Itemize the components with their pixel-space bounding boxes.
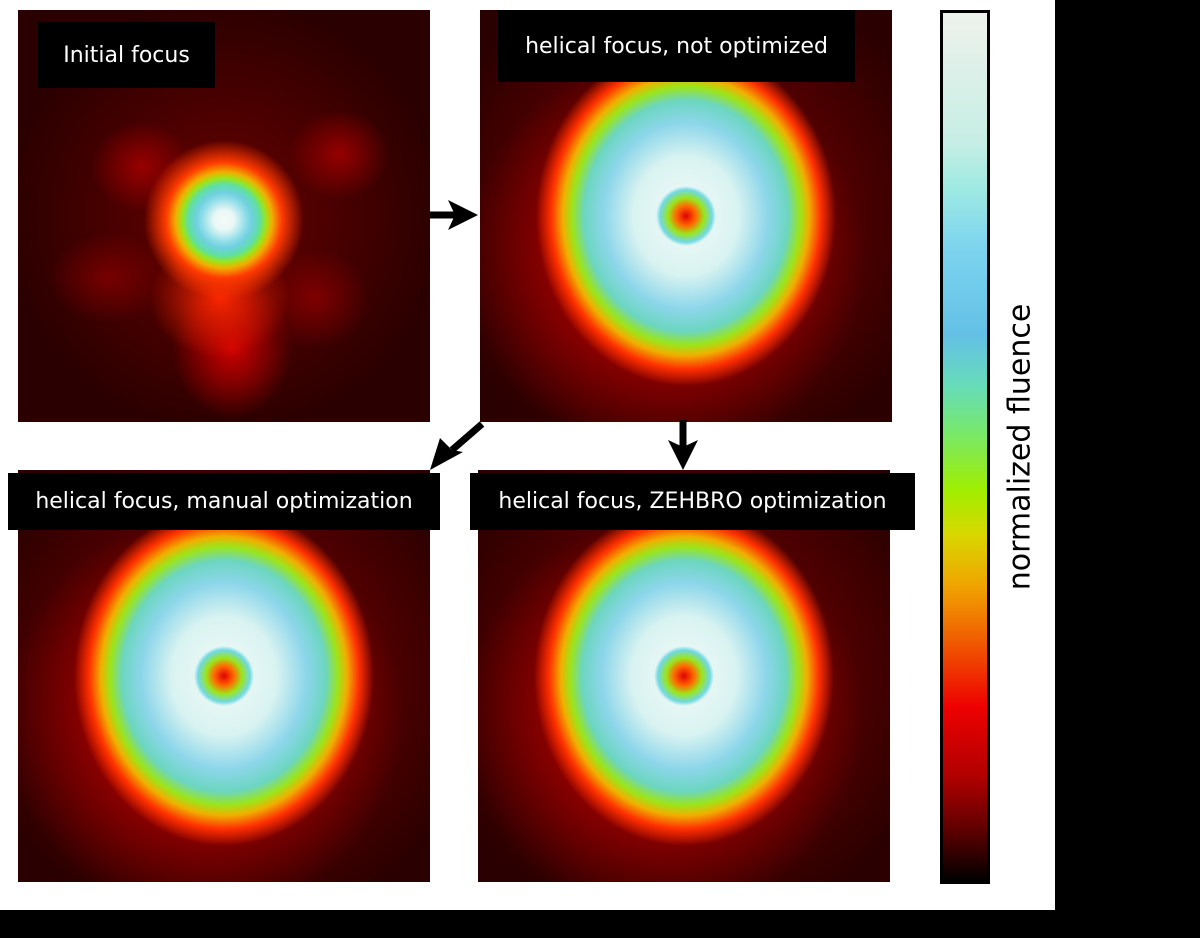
panel-label-not-optimized: helical focus, not optimized [498,10,855,82]
panel-label-manual: helical focus, manual optimization [8,473,440,530]
heatmap-helical-manual [18,470,430,882]
colorbar [940,10,990,884]
colorbar-label: normalized fluence [1002,303,1038,591]
heatmap-helical-zehbro [478,470,890,882]
panel-label-initial-focus: Initial focus [38,22,215,88]
panel-label-zehbro: helical focus, ZEHBRO optimization [470,473,915,530]
